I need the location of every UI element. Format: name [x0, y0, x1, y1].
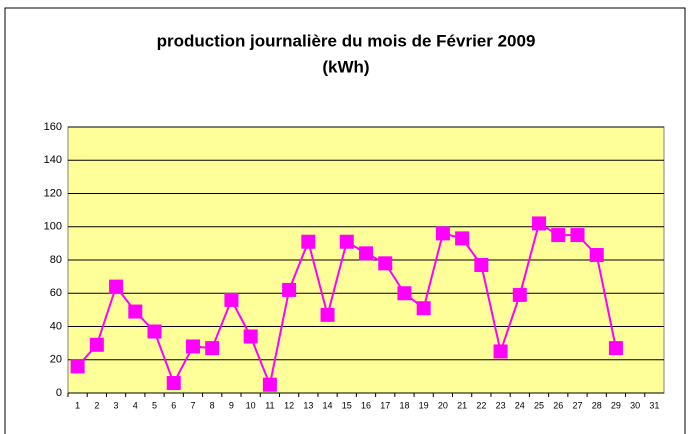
marker [551, 228, 566, 243]
marker [301, 234, 316, 249]
marker [378, 256, 393, 271]
marker [435, 226, 450, 241]
x-tick-label: 24 [515, 400, 525, 410]
marker [147, 324, 162, 339]
marker [205, 341, 220, 356]
x-tick-label: 18 [399, 400, 409, 410]
x-tick-label: 11 [265, 400, 274, 410]
marker [70, 359, 85, 374]
marker [339, 234, 354, 249]
y-tick-label: 80 [50, 254, 62, 266]
x-tick-label: 31 [649, 400, 659, 410]
y-tick-label: 20 [50, 354, 62, 366]
y-tick-label: 40 [50, 320, 62, 332]
x-tick-label: 21 [457, 400, 467, 410]
marker [359, 246, 373, 261]
x-tick-label: 7 [190, 400, 195, 410]
y-tick-label: 140 [44, 154, 62, 166]
marker [532, 216, 547, 231]
x-tick-label: 20 [438, 400, 448, 410]
x-tick-label: 10 [246, 400, 256, 410]
x-tick-label: 16 [361, 400, 371, 410]
x-tick-label: 27 [572, 400, 582, 410]
marker [243, 329, 258, 344]
x-tick-label: 26 [553, 400, 563, 410]
chart-title: production journalière du mois de Févrie… [157, 31, 536, 50]
x-tick-label: 30 [630, 400, 640, 410]
marker [89, 337, 104, 352]
x-tick-label: 23 [496, 400, 506, 410]
x-tick-label: 28 [592, 400, 602, 410]
x-tick-label: 12 [284, 400, 294, 410]
marker [262, 377, 277, 392]
x-tick-label: 15 [342, 400, 352, 410]
marker [397, 286, 412, 301]
marker [474, 257, 489, 272]
marker [185, 339, 200, 354]
x-tick-label: 8 [210, 400, 215, 410]
marker [455, 231, 470, 246]
marker [608, 341, 623, 356]
chart-subtitle: (kWh) [322, 57, 369, 76]
marker [570, 228, 585, 243]
x-tick-label: 14 [323, 400, 333, 410]
y-tick-label: 60 [50, 287, 62, 299]
x-tick-label: 4 [133, 400, 138, 410]
marker [589, 248, 604, 263]
x-tick-label: 2 [94, 400, 99, 410]
x-tick-label: 3 [114, 400, 119, 410]
x-tick-label: 1 [75, 400, 80, 410]
x-tick-label: 25 [534, 400, 544, 410]
marker [166, 376, 181, 391]
marker [109, 279, 124, 294]
marker [320, 307, 335, 322]
x-tick-label: 5 [152, 400, 157, 410]
marker [282, 282, 297, 297]
marker [512, 287, 527, 302]
y-tick-label: 160 [44, 121, 62, 133]
marker [224, 292, 239, 307]
x-tick-label: 29 [611, 400, 621, 410]
x-tick-label: 6 [171, 400, 176, 410]
y-tick-label: 100 [44, 221, 62, 233]
x-tick-label: 13 [303, 400, 313, 410]
x-tick-label: 19 [419, 400, 429, 410]
marker [493, 344, 508, 359]
marker [128, 304, 143, 319]
x-tick-label: 17 [380, 400, 390, 410]
x-tick-label: 9 [229, 400, 234, 410]
marker [416, 301, 431, 316]
y-tick-label: 0 [56, 387, 62, 399]
x-tick-label: 22 [476, 400, 486, 410]
y-tick-label: 120 [44, 187, 62, 199]
